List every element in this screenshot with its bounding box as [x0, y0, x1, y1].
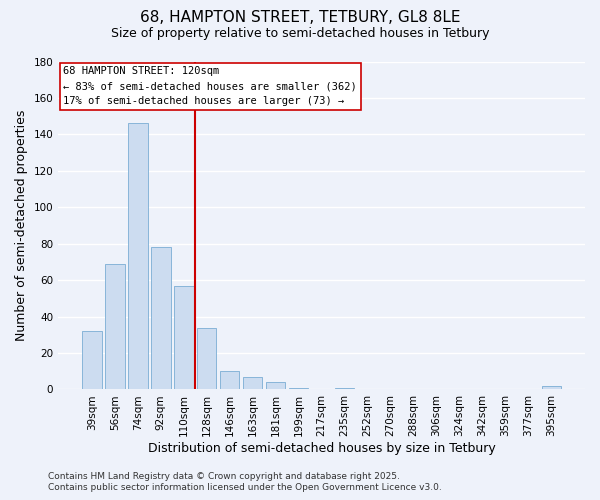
Bar	[289, 388, 308, 390]
Bar	[174, 286, 194, 390]
Bar	[82, 331, 101, 390]
Bar	[335, 388, 355, 390]
X-axis label: Distribution of semi-detached houses by size in Tetbury: Distribution of semi-detached houses by …	[148, 442, 496, 455]
Bar	[220, 371, 239, 390]
Bar	[197, 328, 217, 390]
Bar	[266, 382, 286, 390]
Bar	[128, 124, 148, 390]
Bar	[243, 376, 262, 390]
Bar	[151, 248, 170, 390]
Text: 68, HAMPTON STREET, TETBURY, GL8 8LE: 68, HAMPTON STREET, TETBURY, GL8 8LE	[140, 10, 460, 25]
Text: Contains HM Land Registry data © Crown copyright and database right 2025.
Contai: Contains HM Land Registry data © Crown c…	[48, 472, 442, 492]
Y-axis label: Number of semi-detached properties: Number of semi-detached properties	[15, 110, 28, 341]
Bar	[542, 386, 561, 390]
Text: Size of property relative to semi-detached houses in Tetbury: Size of property relative to semi-detach…	[111, 28, 489, 40]
Bar	[105, 264, 125, 390]
Text: 68 HAMPTON STREET: 120sqm
← 83% of semi-detached houses are smaller (362)
17% of: 68 HAMPTON STREET: 120sqm ← 83% of semi-…	[64, 66, 357, 106]
